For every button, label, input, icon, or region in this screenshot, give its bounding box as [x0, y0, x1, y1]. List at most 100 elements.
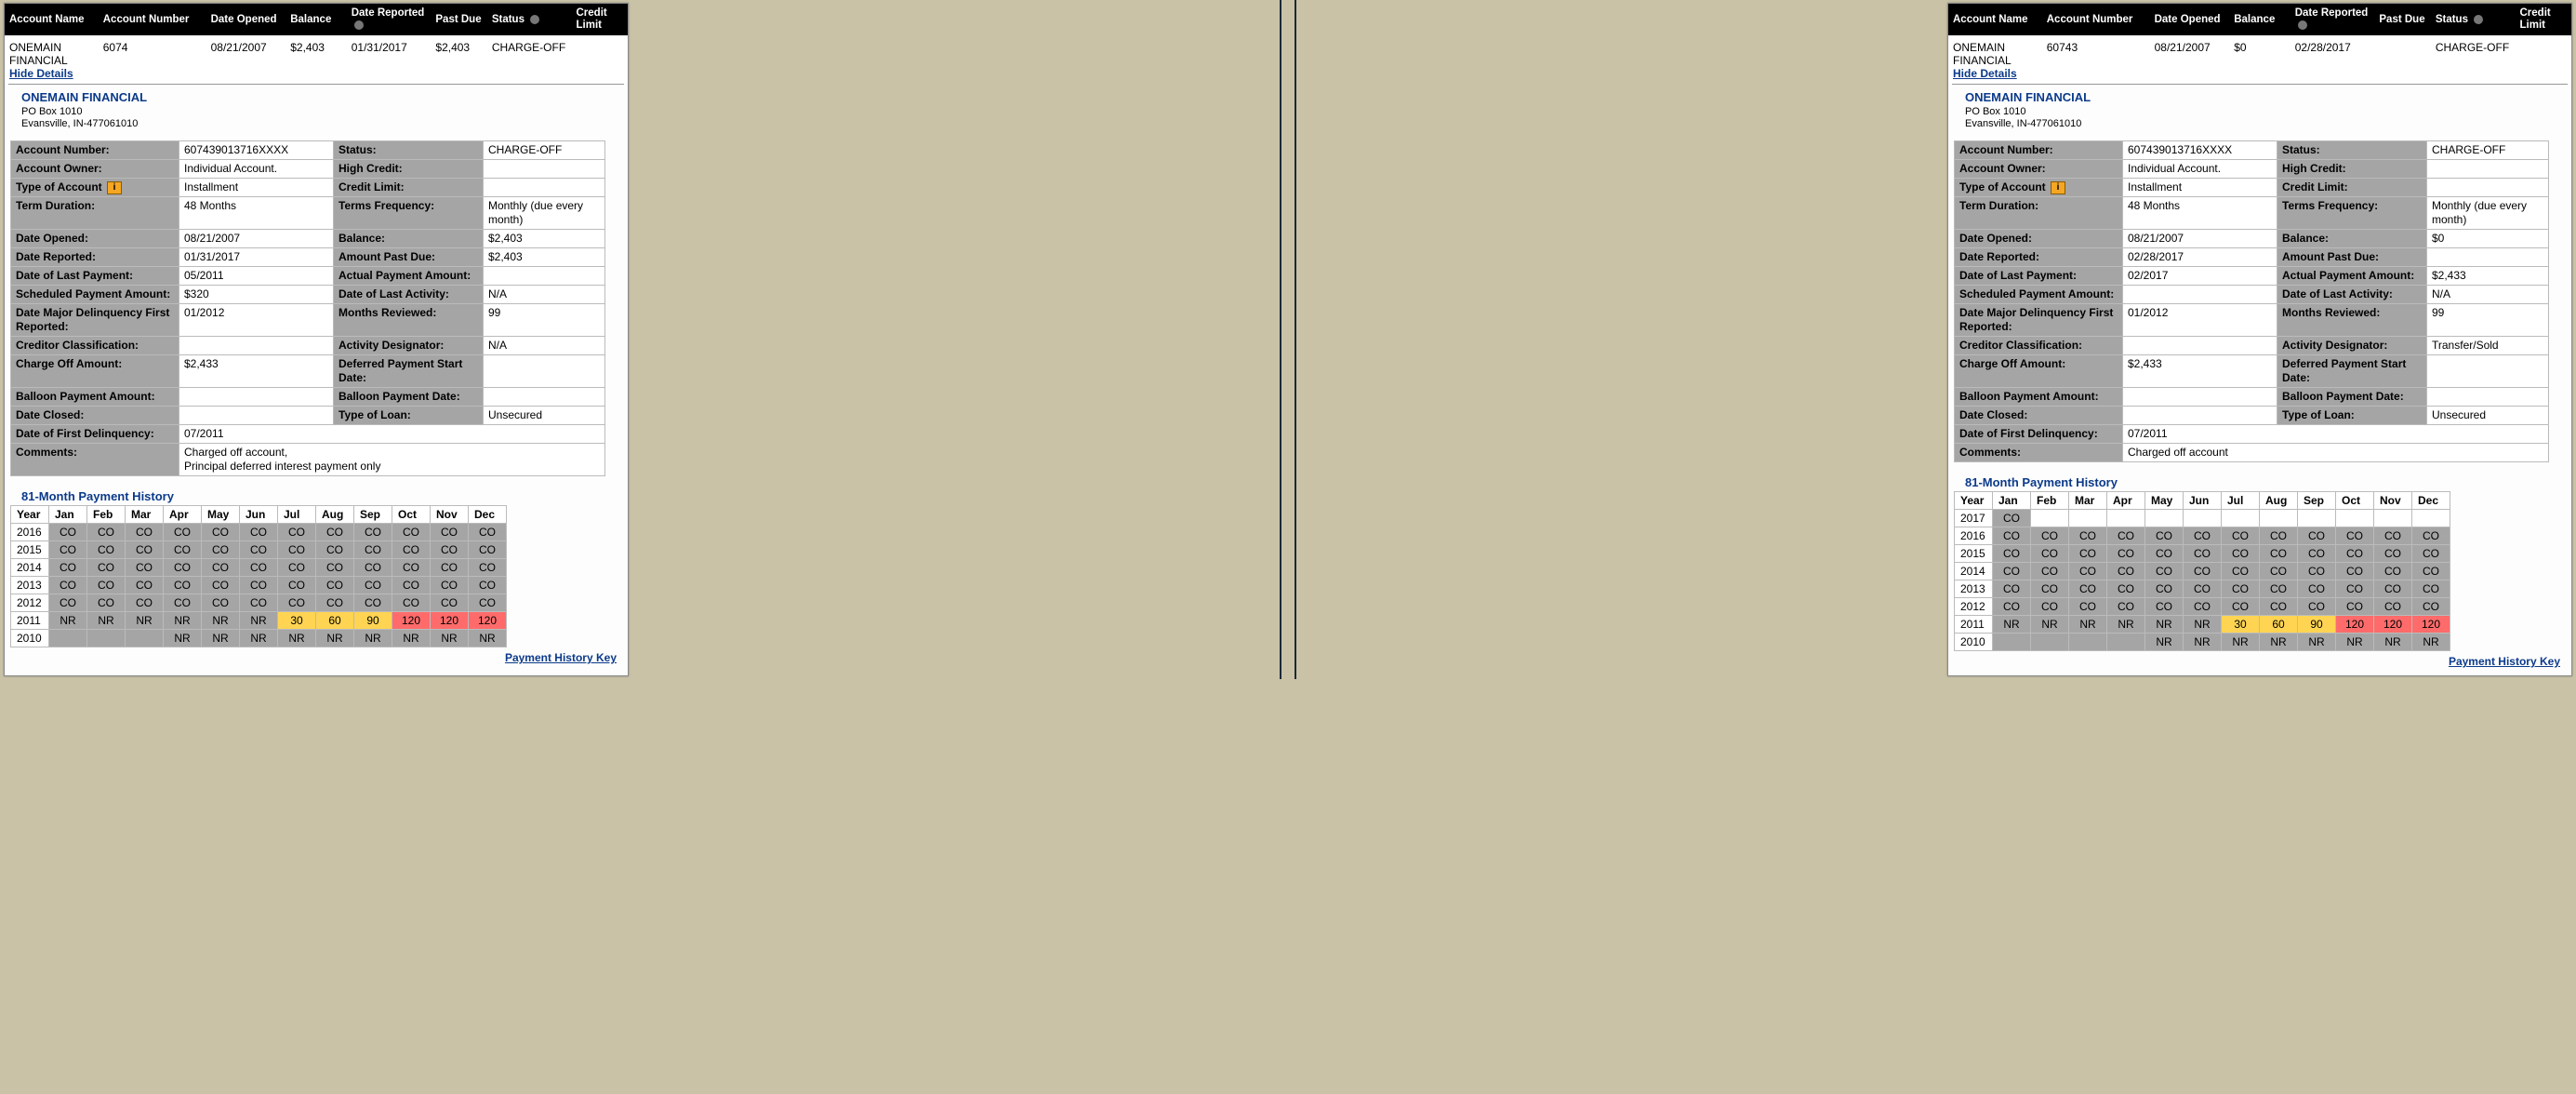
hist-cell — [2069, 634, 2107, 651]
creditor-addr1: PO Box 1010 — [1965, 106, 2571, 119]
val-scheduled_payment — [2123, 286, 2277, 304]
hist-cell: CO — [2298, 580, 2336, 598]
creditor-block: ONEMAIN FINANCIAL PO Box 1010 Evansville… — [1965, 90, 2571, 131]
payment-history-table: YearJanFebMarAprMayJunJulAugSepOctNovDec… — [1954, 491, 2450, 651]
hist-cell: CO — [2412, 598, 2450, 616]
hist-cell: CO — [2222, 563, 2260, 580]
val-comments: Charged off account — [2123, 444, 2549, 462]
hist-cell: CO — [2336, 563, 2374, 580]
hist-col-apr: Apr — [2107, 492, 2145, 510]
val-months_reviewed: 99 — [484, 304, 605, 337]
hist-col-dec: Dec — [2412, 492, 2450, 510]
account-details-table: Account Number: 607439013716XXXX Status:… — [10, 140, 605, 476]
lbl-type_of_loan: Type of Loan: — [2277, 407, 2427, 425]
credit-account-panel: Account Name Account Number Date Opened … — [4, 3, 629, 676]
hist-cell — [2374, 510, 2412, 527]
val-comments: Charged off account,Principal deferred i… — [179, 444, 605, 476]
col-balance: Balance — [285, 4, 346, 35]
hist-cell: NR — [2184, 634, 2222, 651]
hist-cell: CO — [2260, 598, 2298, 616]
hist-col-oct: Oct — [392, 506, 431, 524]
hist-cell: CO — [2184, 545, 2222, 563]
hist-cell: NR — [164, 630, 202, 647]
val-amount_past_due: $2,403 — [484, 248, 605, 267]
hist-cell: CO — [240, 594, 278, 612]
hist-cell: CO — [2298, 527, 2336, 545]
val-high_credit — [2427, 160, 2549, 179]
hist-cell: CO — [2145, 598, 2184, 616]
lbl-type_of_account: Type of Account i — [1955, 179, 2123, 197]
hist-cell: CO — [2260, 563, 2298, 580]
hist-cell: CO — [49, 524, 87, 541]
lbl-months_reviewed: Months Reviewed: — [334, 304, 484, 337]
lbl-date_major_delinq: Date Major Delinquency First Reported: — [1955, 304, 2123, 337]
val-deferred_start — [2427, 355, 2549, 388]
hist-cell — [2107, 510, 2145, 527]
hist-col-jul: Jul — [278, 506, 316, 524]
hist-cell: CO — [316, 594, 354, 612]
hide-details-link[interactable]: Hide Details — [9, 67, 73, 80]
val-date_major_delinq: 01/2012 — [2123, 304, 2277, 337]
hist-cell: CO — [469, 541, 507, 559]
lbl-charge_off_amount: Charge Off Amount: — [11, 355, 179, 388]
hist-cell: CO — [2336, 598, 2374, 616]
lbl-status: Status: — [2277, 141, 2427, 160]
col-date-reported: Date Reported — [2291, 4, 2375, 35]
val-type_of_loan: Unsecured — [484, 407, 605, 425]
lbl-date_last_activity: Date of Last Activity: — [334, 286, 484, 304]
hist-cell: CO — [2031, 527, 2069, 545]
val-months_reviewed: 99 — [2427, 304, 2549, 337]
val-term_duration: 48 Months — [2123, 197, 2277, 230]
lbl-type_of_loan: Type of Loan: — [334, 407, 484, 425]
lbl-account_number: Account Number: — [11, 141, 179, 160]
hist-cell: CO — [202, 559, 240, 577]
val-creditor_class — [179, 337, 334, 355]
hist-cell: CO — [431, 559, 469, 577]
hist-cell: CO — [316, 559, 354, 577]
hist-cell: CO — [2184, 527, 2222, 545]
hist-cell: NR — [202, 630, 240, 647]
hist-cell: NR — [49, 612, 87, 630]
lbl-balloon_amount: Balloon Payment Amount: — [1955, 388, 2123, 407]
hist-cell: 2012 — [11, 594, 49, 612]
hist-col-sep: Sep — [2298, 492, 2336, 510]
hist-cell: CO — [469, 524, 507, 541]
val-charge_off_amount: $2,433 — [2123, 355, 2277, 388]
payment-history-key-link[interactable]: Payment History Key — [2449, 655, 2560, 668]
val-date_closed — [179, 407, 334, 425]
hist-cell: CO — [126, 541, 164, 559]
payment-history-key-link[interactable]: Payment History Key — [505, 651, 617, 664]
hide-details-link[interactable]: Hide Details — [1953, 67, 2017, 80]
val-credit-limit — [2516, 35, 2572, 82]
hist-cell — [2260, 510, 2298, 527]
hist-cell: CO — [164, 594, 202, 612]
hist-col-jun: Jun — [240, 506, 278, 524]
hist-cell: CO — [164, 541, 202, 559]
hist-cell: NR — [278, 630, 316, 647]
hist-cell: CO — [2336, 580, 2374, 598]
val-past-due: $2,403 — [431, 35, 486, 82]
hist-cell: CO — [278, 559, 316, 577]
lbl-deferred_start: Deferred Payment Start Date: — [334, 355, 484, 388]
hist-cell — [87, 630, 126, 647]
lbl-amount_past_due: Amount Past Due: — [334, 248, 484, 267]
hist-cell: 2015 — [1955, 545, 1993, 563]
hist-cell: CO — [2031, 563, 2069, 580]
hist-cell: NR — [2336, 634, 2374, 651]
lbl-date_major_delinq: Date Major Delinquency First Reported: — [11, 304, 179, 337]
payment-history-title: 81-Month Payment History — [21, 489, 628, 503]
col-date-opened: Date Opened — [2150, 4, 2230, 35]
val-date-reported: 02/28/2017 — [2291, 35, 2375, 82]
lbl-actual_payment: Actual Payment Amount: — [334, 267, 484, 286]
col-account-number: Account Number — [99, 4, 206, 35]
col-account-name: Account Name — [1948, 4, 2042, 35]
hist-cell: CO — [87, 524, 126, 541]
hist-cell: CO — [164, 577, 202, 594]
val-term_duration: 48 Months — [179, 197, 334, 230]
lbl-terms_freq: Terms Frequency: — [334, 197, 484, 230]
hist-cell: CO — [164, 524, 202, 541]
hist-cell: NR — [469, 630, 507, 647]
hist-cell: CO — [2412, 563, 2450, 580]
lbl-credit_limit: Credit Limit: — [334, 179, 484, 197]
hist-cell: 2011 — [11, 612, 49, 630]
